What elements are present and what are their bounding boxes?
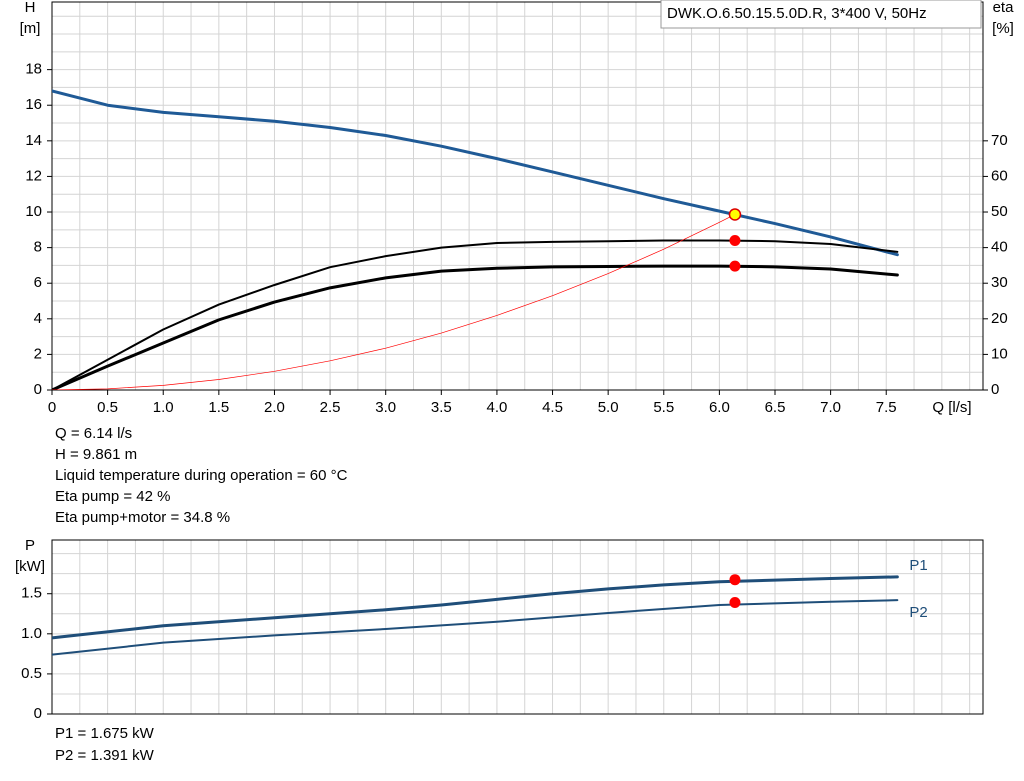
y2-tick-label: 30 [991, 274, 1008, 291]
y2-tick-label: 0 [991, 381, 999, 398]
operating-point [729, 574, 741, 586]
x-tick-label: 4.5 [542, 399, 563, 416]
plot-frame [51, 1, 984, 391]
x-tick-label: 6.5 [765, 399, 786, 416]
x-tick-label: 6.0 [709, 399, 730, 416]
y-tick-label: 1.5 [21, 585, 42, 602]
y-tick-label: 14 [25, 132, 42, 149]
y-tick-label: 12 [25, 167, 42, 184]
series-label: P1 [909, 557, 927, 574]
x-tick-label: 0.5 [97, 399, 118, 416]
x-tick-label: 4.0 [486, 399, 507, 416]
y-tick-label: 4 [34, 310, 42, 327]
y-tick-label: 18 [25, 61, 42, 78]
x-tick-label: 3.5 [431, 399, 452, 416]
y-tick-label: 2 [34, 345, 42, 362]
y-axis-label: [m] [20, 20, 41, 37]
operating-point [729, 596, 741, 608]
note: H = 9.861 m [55, 446, 137, 463]
curve [52, 264, 899, 390]
operating-point [729, 260, 741, 272]
y-axis-label: [kW] [15, 558, 45, 575]
note: Eta pump = 42 % [55, 488, 171, 505]
y-tick-label: 0.5 [21, 665, 42, 682]
x-tick-label: 2.0 [264, 399, 285, 416]
y-tick-label: 16 [25, 96, 42, 113]
plot-frame [51, 539, 984, 715]
note: Liquid temperature during operation = 60… [55, 467, 348, 484]
y-axis-label: H [25, 0, 36, 16]
curve [52, 575, 899, 640]
x-tick-label: 1.5 [208, 399, 229, 416]
note: P1 = 1.675 kW [55, 725, 155, 742]
curve [52, 214, 736, 390]
y2-tick-label: 70 [991, 132, 1008, 149]
y2-tick-label: 20 [991, 310, 1008, 327]
x-tick-label: 3.0 [375, 399, 396, 416]
curve [52, 599, 899, 656]
y-tick-label: 1.0 [21, 625, 42, 642]
x-tick-label: 7.5 [876, 399, 897, 416]
y2-tick-label: 40 [991, 239, 1008, 256]
legend-box [660, 0, 982, 29]
y-tick-label: 10 [25, 203, 42, 220]
curve [52, 89, 899, 257]
note: Eta pump+motor = 34.8 % [55, 509, 230, 526]
legend-text: DWK.O.6.50.15.5.0D.R, 3*400 V, 50Hz [667, 5, 927, 22]
x-tick-label: 1.0 [153, 399, 174, 416]
y-tick-label: 6 [34, 274, 42, 291]
y2-tick-label: 60 [991, 167, 1008, 184]
y-axis-label: P [25, 537, 35, 554]
series-label: P2 [909, 604, 927, 621]
operating-point [729, 234, 741, 246]
y2-axis-label: eta [993, 0, 1015, 16]
x-tick-label: 7.0 [820, 399, 841, 416]
y2-tick-label: 10 [991, 345, 1008, 362]
y2-tick-label: 50 [991, 203, 1008, 220]
operating-point [728, 208, 742, 221]
y-tick-label: 0 [34, 381, 42, 398]
x-tick-label: 2.5 [320, 399, 341, 416]
note: Q = 6.14 l/s [55, 425, 132, 442]
y2-axis-label: [%] [992, 20, 1014, 37]
y-tick-label: 8 [34, 239, 42, 256]
x-tick-label: 5.0 [598, 399, 619, 416]
curve [52, 239, 899, 390]
x-axis-label: Q [l/s] [932, 399, 971, 416]
x-tick-label: 0 [48, 399, 56, 416]
y-tick-label: 0 [34, 705, 42, 722]
x-tick-label: 5.5 [653, 399, 674, 416]
note: P2 = 1.391 kW [55, 747, 155, 764]
